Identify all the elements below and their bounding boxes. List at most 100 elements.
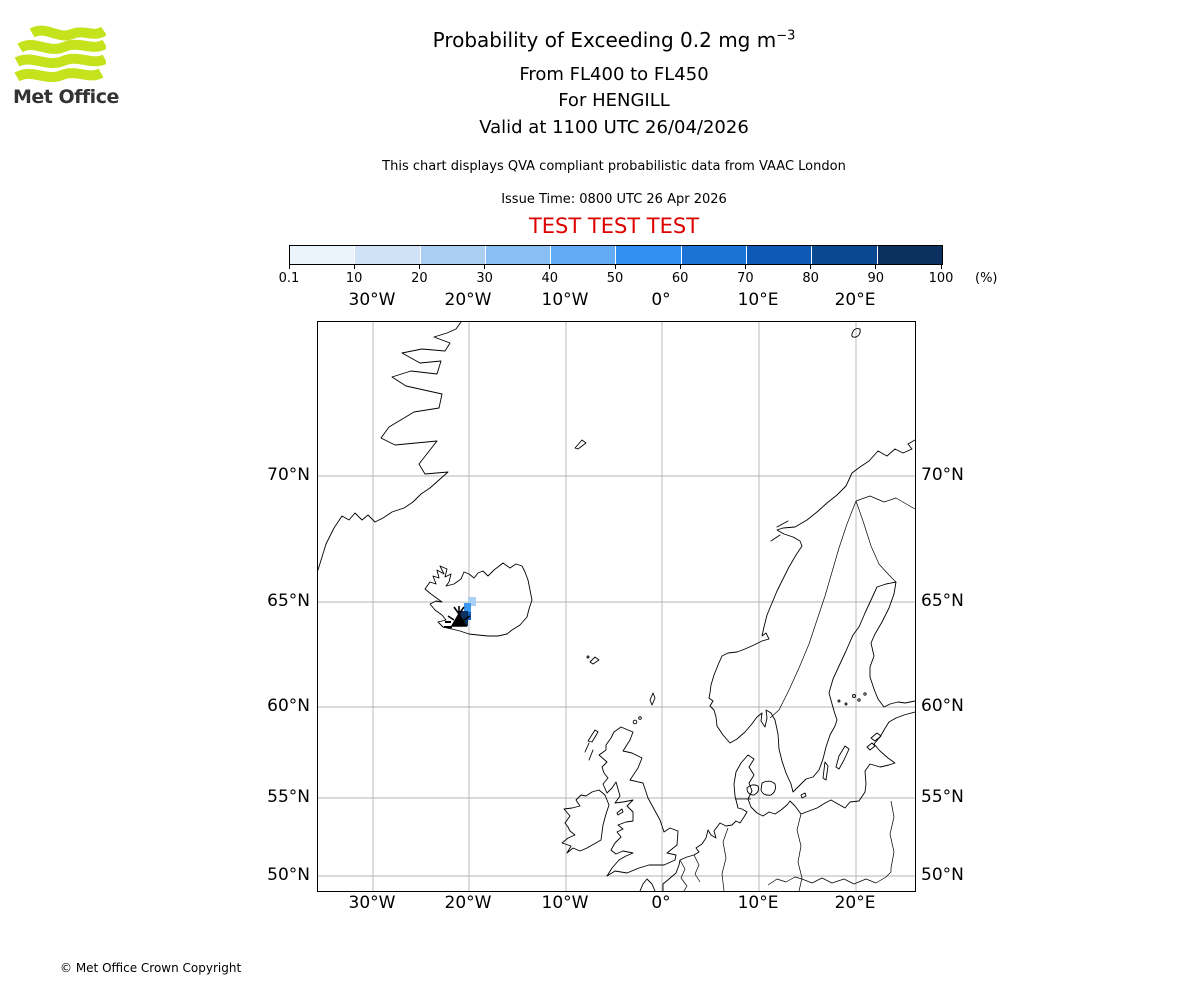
colorbar-tick-label: 70: [737, 271, 754, 286]
coastline-aland-1: [852, 694, 856, 698]
latitude-label: 70°N: [921, 465, 964, 485]
border-poland-south: [801, 871, 892, 885]
colorbar-segment: [485, 246, 552, 264]
latitude-label: 60°N: [267, 696, 310, 716]
colorbar-tick: [810, 265, 812, 269]
coastline-hebrides: [584, 729, 599, 761]
coastline-danish-islands: [746, 780, 807, 799]
coastline-aland-2: [857, 698, 861, 702]
colorbar-tick: [614, 265, 616, 269]
subtitle-flight-levels: From FL400 to FL450: [519, 64, 709, 85]
longitude-label: 20°W: [444, 290, 492, 310]
longitude-label: 10°E: [737, 290, 779, 310]
colorbar-tick: [288, 265, 290, 269]
map-svg: [318, 322, 915, 891]
colorbar-tick-label: 0.1: [278, 271, 300, 286]
logo-waves-icon: [14, 25, 106, 82]
subtitle-volcano: For HENGILL: [558, 90, 670, 111]
coastline-faroe: [589, 656, 600, 665]
coastline-isle-of-man: [616, 808, 624, 816]
border-france-belgium: [679, 859, 688, 891]
coastline-continent: [662, 711, 915, 891]
colorbar-tick-label: 30: [476, 271, 493, 286]
latitude-label: 60°N: [921, 696, 964, 716]
border-poland-east: [889, 800, 895, 872]
qva-disclaimer: This chart displays QVA compliant probab…: [382, 159, 846, 174]
plume-probability-cell: [466, 612, 471, 620]
longitude-label: 30°W: [348, 893, 396, 913]
longitude-label: 0°: [651, 290, 671, 310]
coastline-lofoten-islands: [770, 520, 789, 542]
colorbar-tick: [875, 265, 877, 269]
coastline-faroe-islet: [586, 655, 590, 659]
colorbar-tick-label: 100: [928, 271, 954, 286]
colorbar-tick: [484, 265, 486, 269]
coastlines: [318, 322, 915, 891]
graticule-gridlines: [318, 322, 915, 891]
coastline-aland-3: [863, 692, 867, 696]
border-netherlands-germany: [721, 827, 729, 891]
colorbar-segment: [420, 246, 486, 264]
border-belgium-netherlands: [693, 854, 701, 883]
colorbar-tick: [744, 265, 746, 269]
border-germany-czech: [767, 876, 803, 886]
colorbar-tick-label: 10: [345, 271, 363, 286]
coastline-shetland: [649, 692, 656, 706]
colorbar-segment: [812, 246, 878, 264]
coastline-scandinavia: [708, 439, 915, 793]
latitude-label: 55°N: [921, 787, 964, 807]
coastline-greenland: [318, 322, 462, 571]
colorbar-segment: [877, 246, 942, 264]
colorbar-tick-label: 60: [671, 271, 689, 286]
colorbar-segment: [551, 246, 617, 264]
colorbar-segment: [616, 246, 682, 264]
longitude-label: 30°W: [348, 290, 396, 310]
coastline-archipelago-1: [837, 699, 841, 703]
latitude-label: 65°N: [267, 591, 310, 611]
title-superscript: −3: [776, 28, 796, 44]
coastline-bear-island: [851, 328, 861, 338]
longitude-label: 20°E: [834, 290, 876, 310]
colorbar-tick-label: 20: [411, 271, 428, 286]
plume-probability-cell: [468, 597, 476, 606]
ash-plume-cells: [458, 597, 476, 626]
latitude-label: 50°N: [921, 865, 964, 885]
issue-time: Issue Time: 0800 UTC 26 Apr 2026: [501, 192, 727, 207]
coastline-saaremaa: [866, 732, 882, 751]
longitude-label: 10°W: [541, 290, 589, 310]
longitude-label: 20°W: [444, 893, 492, 913]
longitude-label: 10°E: [737, 893, 779, 913]
coastline-great-britain: [598, 726, 679, 877]
volcano-marker: [444, 606, 471, 628]
colorbar-tick-label: 50: [606, 271, 624, 286]
colorbar-segment: [290, 246, 356, 264]
x-axis-bottom-labels: 30°W 20°W 10°W 0° 10°E 20°E: [317, 893, 914, 915]
coastline-jan-mayen: [574, 439, 587, 450]
longitude-label: 10°W: [541, 893, 589, 913]
colorbar-tick: [549, 265, 551, 269]
met-office-brand: Met Office: [13, 86, 119, 108]
x-axis-top-labels: 30°W 20°W 10°W 0° 10°E 20°E: [317, 290, 914, 312]
coastline-archipelago-2: [844, 702, 848, 706]
colorbar-tick-label: 90: [867, 271, 885, 286]
coastline-ireland: [561, 789, 610, 854]
plume-probability-cell: [458, 611, 468, 626]
coastline-orkney: [632, 719, 638, 725]
colorbar-unit-label: (%): [975, 271, 998, 286]
coastline-orkney-2: [638, 716, 642, 720]
coastline-iceland: [424, 562, 533, 637]
met-office-logo: [14, 24, 106, 88]
latitude-label: 50°N: [267, 865, 310, 885]
subtitle-valid-time: Valid at 1100 UTC 26/04/2026: [479, 117, 749, 138]
longitude-label: 0°: [651, 893, 671, 913]
latitude-label: 65°N: [921, 591, 964, 611]
colorbar-segment: [681, 246, 748, 264]
longitude-label: 20°E: [834, 893, 876, 913]
copyright-notice: © Met Office Crown Copyright: [60, 961, 242, 975]
latitude-label: 55°N: [267, 787, 310, 807]
colorbar: [289, 245, 943, 265]
coastline-cherbourg: [639, 878, 656, 891]
border-norway-sweden: [769, 500, 857, 719]
test-banner: TEST TEST TEST: [528, 214, 700, 238]
